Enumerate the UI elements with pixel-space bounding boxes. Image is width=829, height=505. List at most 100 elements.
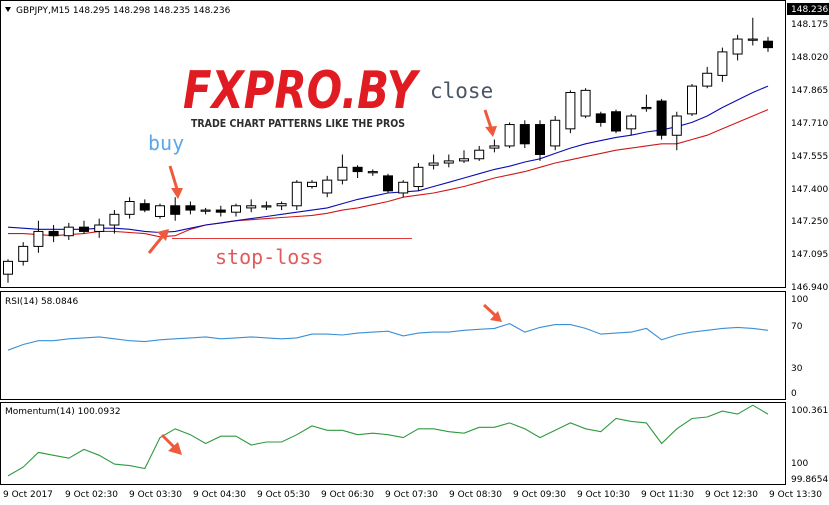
- candle: [200, 207, 211, 215]
- bull-candle-body: [717, 51, 728, 76]
- momentum-panel-frame: [0, 402, 786, 485]
- candle: [18, 242, 29, 266]
- bull-candle-body: [398, 181, 409, 194]
- price-label: 147.400: [791, 185, 828, 195]
- bull-candle-body: [337, 166, 348, 181]
- last-price-label: 148.236: [791, 5, 828, 15]
- ma-slow-line: [8, 109, 769, 238]
- bull-candle-body: [18, 245, 29, 262]
- bull-candle-body: [428, 162, 439, 166]
- buy-label: buy: [148, 131, 184, 155]
- rsi-level: 0: [791, 389, 797, 399]
- candle: [489, 139, 500, 153]
- candle: [474, 145, 485, 161]
- bull-candle-body: [109, 213, 120, 226]
- price-label: 148.020: [791, 53, 828, 63]
- rsi-level: 30: [791, 364, 803, 374]
- bear-candle-body: [611, 111, 621, 132]
- time-label: 9 Oct 05:30: [257, 490, 310, 500]
- brand-tagline: TRADE CHART PATTERNS LIKE THE PROS: [191, 117, 405, 130]
- symbol-info: GBPJPY,M15 148.295 148.298 148.235 148.2…: [5, 6, 231, 16]
- time-label: 9 Oct 03:30: [129, 490, 182, 500]
- candle: [48, 225, 59, 243]
- bear-candle-body: [595, 113, 606, 123]
- candle: [124, 197, 135, 219]
- arrow-icon: [160, 433, 182, 455]
- candle: [79, 220, 89, 234]
- bear-candle-body: [215, 209, 226, 213]
- ma-fast-line: [7, 85, 769, 234]
- bull-candle-body: [291, 181, 302, 207]
- candle: [732, 34, 743, 61]
- bull-candle-body: [124, 201, 135, 215]
- candle: [413, 163, 424, 191]
- candle: [717, 47, 728, 82]
- bull-candle-body: [732, 38, 743, 55]
- candle: [322, 175, 333, 198]
- rsi-label: RSI(14) 58.0846: [5, 297, 78, 307]
- candle: [626, 113, 637, 136]
- candle: [504, 122, 515, 149]
- bull-candle-body: [747, 38, 758, 41]
- arrow-icon: [483, 109, 497, 137]
- price-label: 147.250: [791, 217, 828, 227]
- bull-candle-body: [550, 119, 561, 147]
- bull-candle-body: [155, 205, 165, 217]
- last-price-tag: [787, 3, 829, 15]
- time-label: 9 Oct 2017: [3, 490, 53, 500]
- bear-candle-body: [139, 203, 150, 211]
- bull-candle-body: [33, 230, 44, 247]
- bull-candle-body: [246, 205, 257, 209]
- candle: [155, 203, 165, 219]
- arrow-icon: [168, 165, 183, 199]
- brand-logo: FXPRO.BY: [183, 61, 421, 121]
- bull-candle-body: [489, 145, 500, 149]
- candle: [459, 150, 469, 164]
- bull-candle-body: [641, 106, 652, 110]
- ma-slow-layer: [8, 109, 769, 238]
- candle: [565, 90, 576, 134]
- bull-candle-body: [63, 226, 74, 237]
- time-label: 9 Oct 02:30: [65, 490, 118, 500]
- bull-candle-body: [565, 92, 576, 130]
- candle: [352, 165, 363, 178]
- price-label: 146.940: [791, 283, 828, 293]
- time-label: 9 Oct 11:30: [641, 490, 694, 500]
- candle: [580, 88, 591, 119]
- rsi-axis: 100 70 30 0: [791, 295, 808, 399]
- candle: [519, 120, 530, 149]
- symbol-info-text: GBPJPY,M15 148.295 148.298 148.235 148.2…: [16, 6, 231, 16]
- bear-candle-body: [352, 166, 363, 173]
- momentum-level: 99.8654: [791, 475, 828, 485]
- bull-candle-body: [413, 166, 424, 188]
- bear-candle-body: [170, 205, 181, 215]
- price-label: 147.865: [791, 86, 828, 96]
- bear-candle-body: [79, 226, 89, 232]
- bull-candle-body: [671, 115, 682, 136]
- rsi-level: 100: [791, 295, 808, 305]
- candle: [535, 120, 545, 161]
- momentum-line: [7, 404, 769, 477]
- collapse-arrow-icon[interactable]: [5, 7, 11, 12]
- bull-candle-body: [443, 160, 454, 164]
- bear-candle-body: [519, 124, 530, 145]
- candle: [367, 169, 378, 176]
- momentum-axis: 100.3613 100 99.8654: [791, 406, 829, 485]
- bull-candle-body: [474, 149, 485, 160]
- arrow-icon: [482, 303, 502, 322]
- candle: [261, 201, 272, 211]
- candle: [702, 66, 713, 89]
- price-label: 147.710: [791, 119, 828, 129]
- candle: [246, 199, 257, 213]
- bull-candle-body: [367, 171, 378, 174]
- candle: [337, 154, 348, 185]
- bear-candle-body: [535, 124, 545, 155]
- momentum-label: Momentum(14) 100.0932: [5, 407, 121, 417]
- time-label: 9 Oct 04:30: [193, 490, 246, 500]
- bear-candle-body: [383, 175, 393, 192]
- price-axis: 148.175 148.020 147.865 147.710 147.555 …: [787, 3, 829, 293]
- bull-candle-body: [94, 224, 105, 232]
- price-panel-frame: [0, 0, 786, 288]
- time-label: 9 Oct 09:30: [513, 490, 566, 500]
